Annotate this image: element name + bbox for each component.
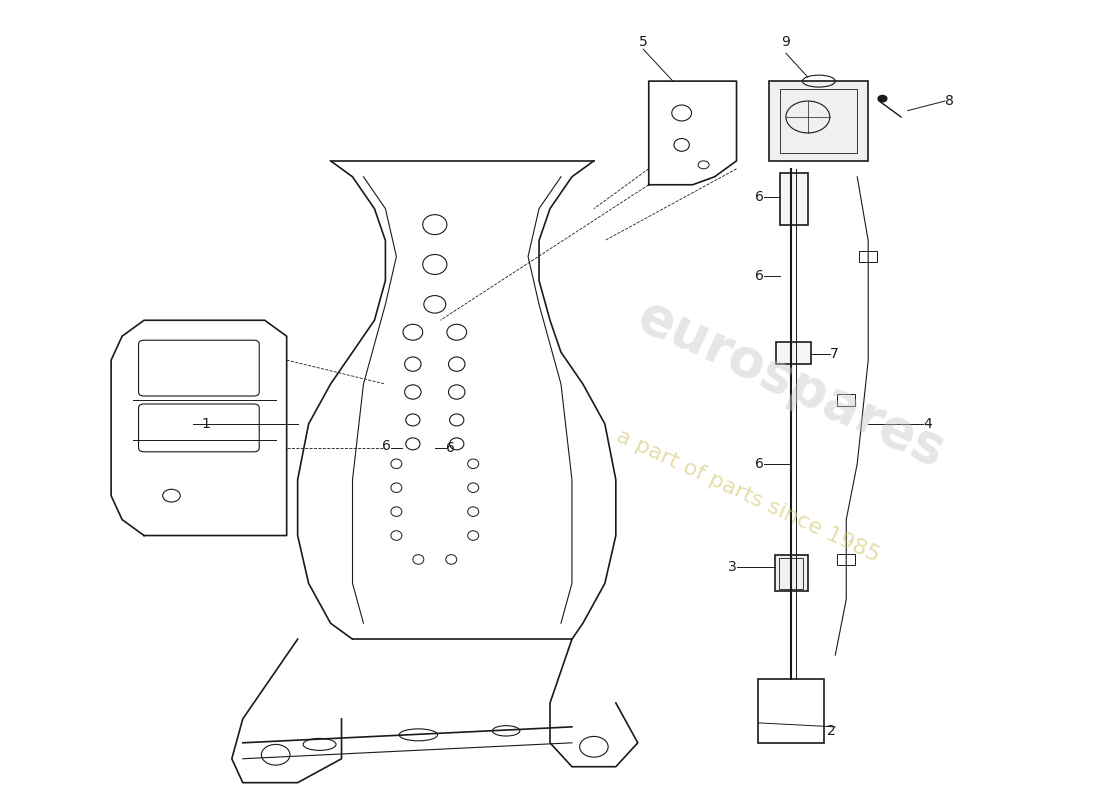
FancyBboxPatch shape [759, 679, 824, 743]
Text: 5: 5 [639, 35, 648, 50]
FancyBboxPatch shape [859, 251, 877, 262]
Text: eurospares: eurospares [629, 290, 954, 478]
Text: 4: 4 [923, 417, 932, 431]
Text: 6: 6 [755, 190, 764, 204]
FancyBboxPatch shape [769, 81, 868, 161]
Text: 1: 1 [201, 417, 210, 431]
Text: 8: 8 [945, 94, 954, 108]
Text: 6: 6 [755, 270, 764, 283]
FancyBboxPatch shape [774, 555, 807, 591]
FancyBboxPatch shape [837, 394, 855, 406]
FancyBboxPatch shape [776, 342, 811, 364]
Circle shape [878, 95, 887, 102]
Text: 3: 3 [728, 561, 737, 574]
FancyBboxPatch shape [837, 554, 855, 565]
Text: a part of parts since 1985: a part of parts since 1985 [613, 426, 882, 566]
Text: 2: 2 [826, 724, 835, 738]
Text: 6: 6 [446, 441, 454, 455]
Text: 6: 6 [382, 439, 390, 454]
Text: 6: 6 [755, 457, 764, 470]
Text: 9: 9 [781, 35, 790, 50]
FancyBboxPatch shape [780, 173, 807, 225]
Text: 7: 7 [829, 346, 838, 361]
